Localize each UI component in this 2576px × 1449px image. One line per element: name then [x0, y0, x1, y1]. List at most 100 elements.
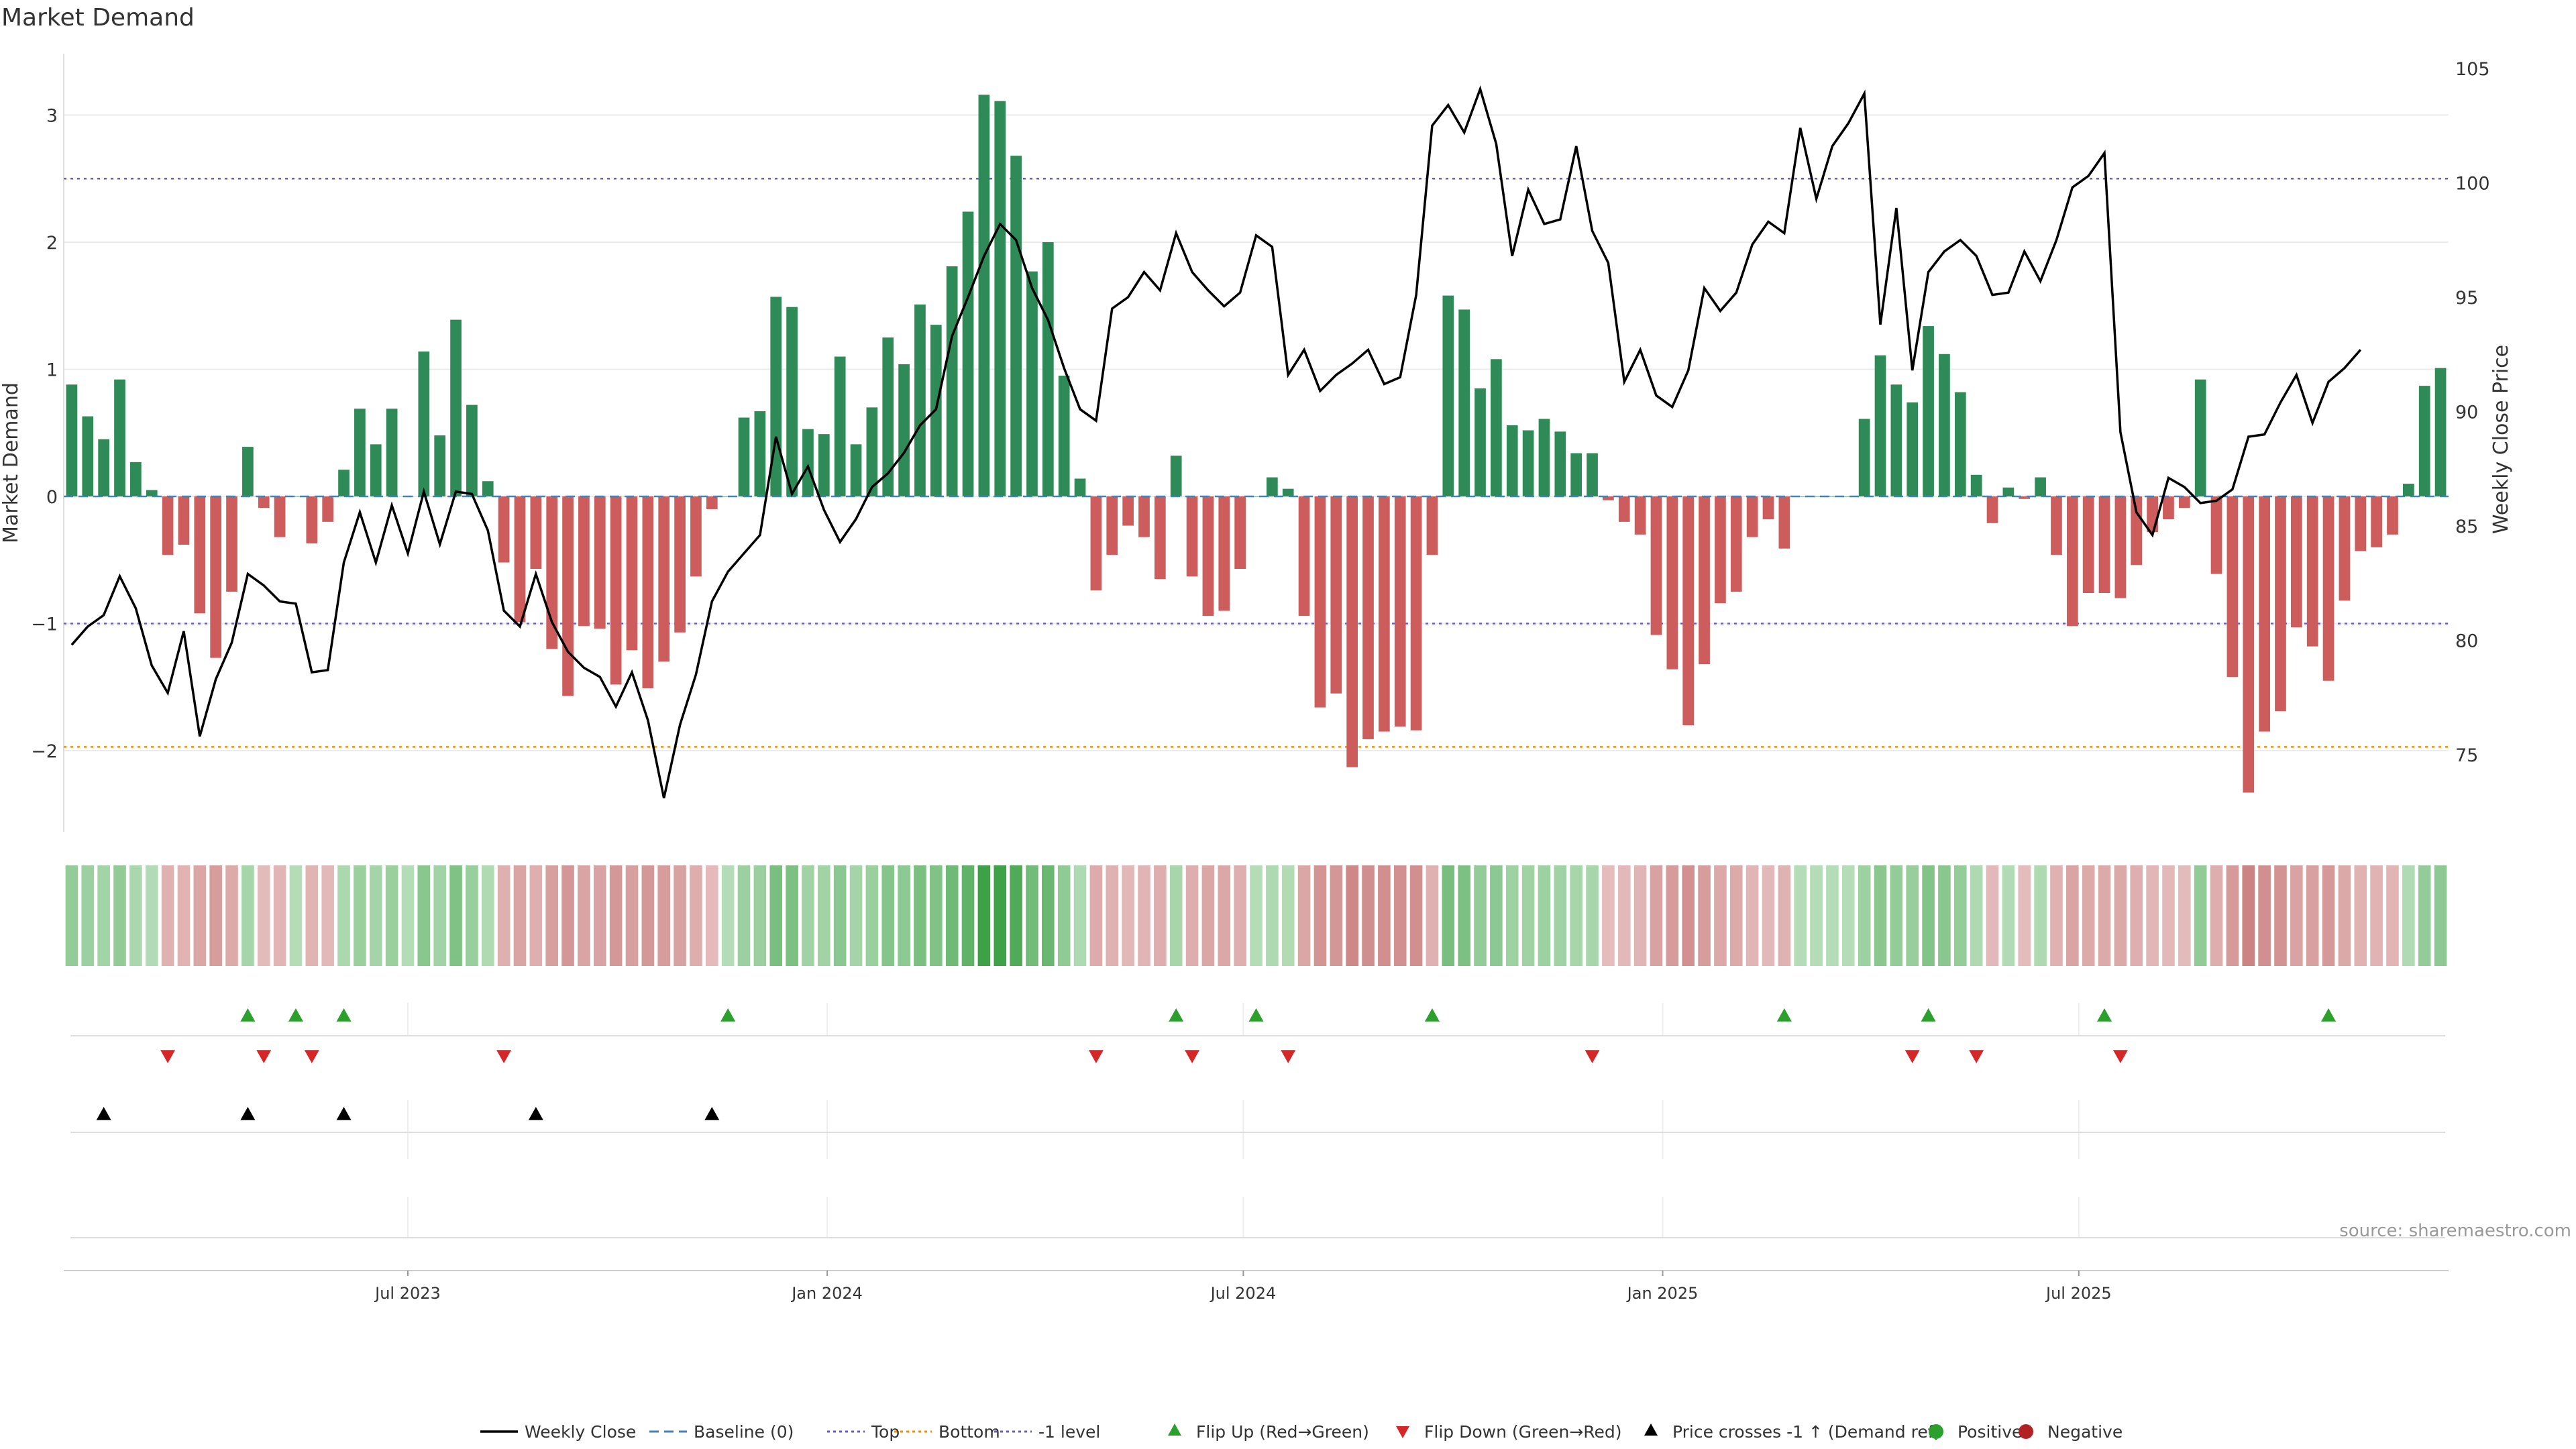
heat-cell: [1826, 865, 1839, 966]
heat-cell: [177, 865, 191, 966]
heat-cell: [401, 865, 415, 966]
legend: Weekly Close Baseline (0) Top Bottom -1 leve…: [480, 1422, 2123, 1442]
heat-cell: [1218, 865, 1231, 966]
demand-bar: [1346, 496, 1358, 767]
demand-bar: [274, 496, 286, 537]
heat-cell: [1010, 865, 1022, 966]
heat-cell: [1986, 865, 1999, 966]
flip-down-marker: [1585, 1050, 1600, 1063]
left-tick-label: −1: [31, 614, 58, 635]
demand-bar: [290, 496, 302, 497]
demand-bar: [1106, 496, 1118, 555]
heat-cell: [2018, 865, 2031, 966]
heat-cell: [1570, 865, 1582, 966]
left-tick-label: 0: [46, 487, 58, 508]
heat-cell: [1122, 865, 1134, 966]
demand-bar: [1506, 425, 1518, 496]
demand-heat-strip: [65, 865, 2447, 966]
demand-bar: [1715, 496, 1726, 604]
heat-cell: [2434, 865, 2447, 966]
heat-cell: [2050, 865, 2063, 966]
heat-cell: [674, 865, 686, 966]
demand-bar: [1986, 496, 1998, 523]
demand-bar: [1426, 496, 1438, 555]
heat-cell: [497, 865, 511, 966]
heat-cell: [1650, 865, 1663, 966]
heat-cell: [65, 865, 78, 966]
heat-cell: [593, 865, 606, 966]
heat-cell: [1953, 865, 1967, 966]
heat-cell: [193, 865, 207, 966]
heat-cell: [833, 865, 847, 966]
demand-bar: [1330, 496, 1342, 694]
legend-swatch: [1929, 1424, 1943, 1439]
heat-cell: [1234, 865, 1246, 966]
heat-cell: [354, 865, 366, 966]
demand-bar: [642, 496, 654, 689]
heat-cell: [1169, 865, 1183, 966]
heat-cell: [1026, 865, 1038, 966]
demand-bar: [1122, 496, 1134, 526]
demand-bar: [114, 379, 125, 496]
heat-cell: [513, 865, 527, 966]
heat-cell: [2066, 865, 2079, 966]
heat-cell: [1505, 865, 1519, 966]
demand-bar: [2066, 496, 2078, 627]
heat-cell: [721, 865, 735, 966]
legend-label: -1 level: [1038, 1422, 1100, 1442]
demand-bar: [98, 439, 109, 496]
demand-bar: [466, 405, 478, 496]
heat-cell: [945, 865, 959, 966]
demand-bar: [514, 496, 526, 623]
heat-cell: [2210, 865, 2223, 966]
demand-bar: [1618, 496, 1630, 522]
heat-cell: [1586, 865, 1599, 966]
heat-cell: [209, 865, 222, 966]
heat-cell: [1970, 865, 1983, 966]
legend-label: Flip Down (Green→Red): [1424, 1422, 1622, 1442]
demand-bar: [1282, 488, 1294, 496]
heat-cell: [1746, 865, 1759, 966]
left-axis-label: Market Demand: [0, 382, 23, 543]
heat-cell: [385, 865, 398, 966]
heat-cell: [1633, 865, 1647, 966]
demand-bar: [258, 496, 270, 508]
demand-bar: [2051, 496, 2062, 555]
heat-cell: [2386, 865, 2399, 966]
demand-bar: [658, 496, 670, 662]
price-cross-marker: [528, 1107, 543, 1120]
demand-bar: [594, 496, 606, 629]
heat-cell: [930, 865, 943, 966]
heat-cell: [2402, 865, 2415, 966]
legend-swatch: [1396, 1426, 1409, 1438]
flip-up-markers: [240, 1008, 2337, 1022]
demand-bar: [450, 319, 462, 496]
heat-cell: [977, 865, 991, 966]
demand-bar: [1267, 477, 1278, 496]
demand-bar: [1650, 496, 1662, 635]
right-axis-label: Weekly Close Price: [2489, 345, 2513, 534]
heat-cell: [337, 865, 350, 966]
demand-bar: [2147, 496, 2158, 533]
demand-bar: [1491, 359, 1502, 496]
heat-cell: [113, 865, 126, 966]
demand-bar: [434, 435, 446, 496]
heat-cell: [466, 865, 478, 966]
heat-cell: [241, 865, 254, 966]
flip-up-marker: [720, 1008, 736, 1022]
heat-cell: [1442, 865, 1455, 966]
heat-cell: [818, 865, 830, 966]
heat-cell: [145, 865, 158, 966]
legend-swatch: [1644, 1424, 1658, 1436]
left-tick-label: −2: [31, 741, 58, 762]
legend-item: Top: [827, 1422, 900, 1442]
demand-bar: [2322, 496, 2334, 681]
demand-bar: [1138, 496, 1150, 537]
price-cross-marker: [704, 1107, 720, 1120]
heat-cell: [1362, 865, 1375, 966]
demand-bar: [1170, 455, 1182, 496]
demand-bar: [242, 447, 254, 496]
heat-cell: [609, 865, 623, 966]
demand-bar: [1538, 419, 1550, 496]
heat-cell: [1938, 865, 1951, 966]
